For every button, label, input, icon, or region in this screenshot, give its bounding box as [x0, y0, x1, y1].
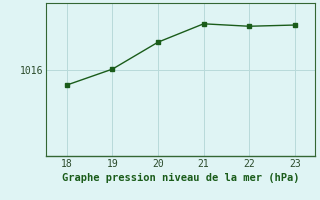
X-axis label: Graphe pression niveau de la mer (hPa): Graphe pression niveau de la mer (hPa) — [62, 173, 300, 183]
